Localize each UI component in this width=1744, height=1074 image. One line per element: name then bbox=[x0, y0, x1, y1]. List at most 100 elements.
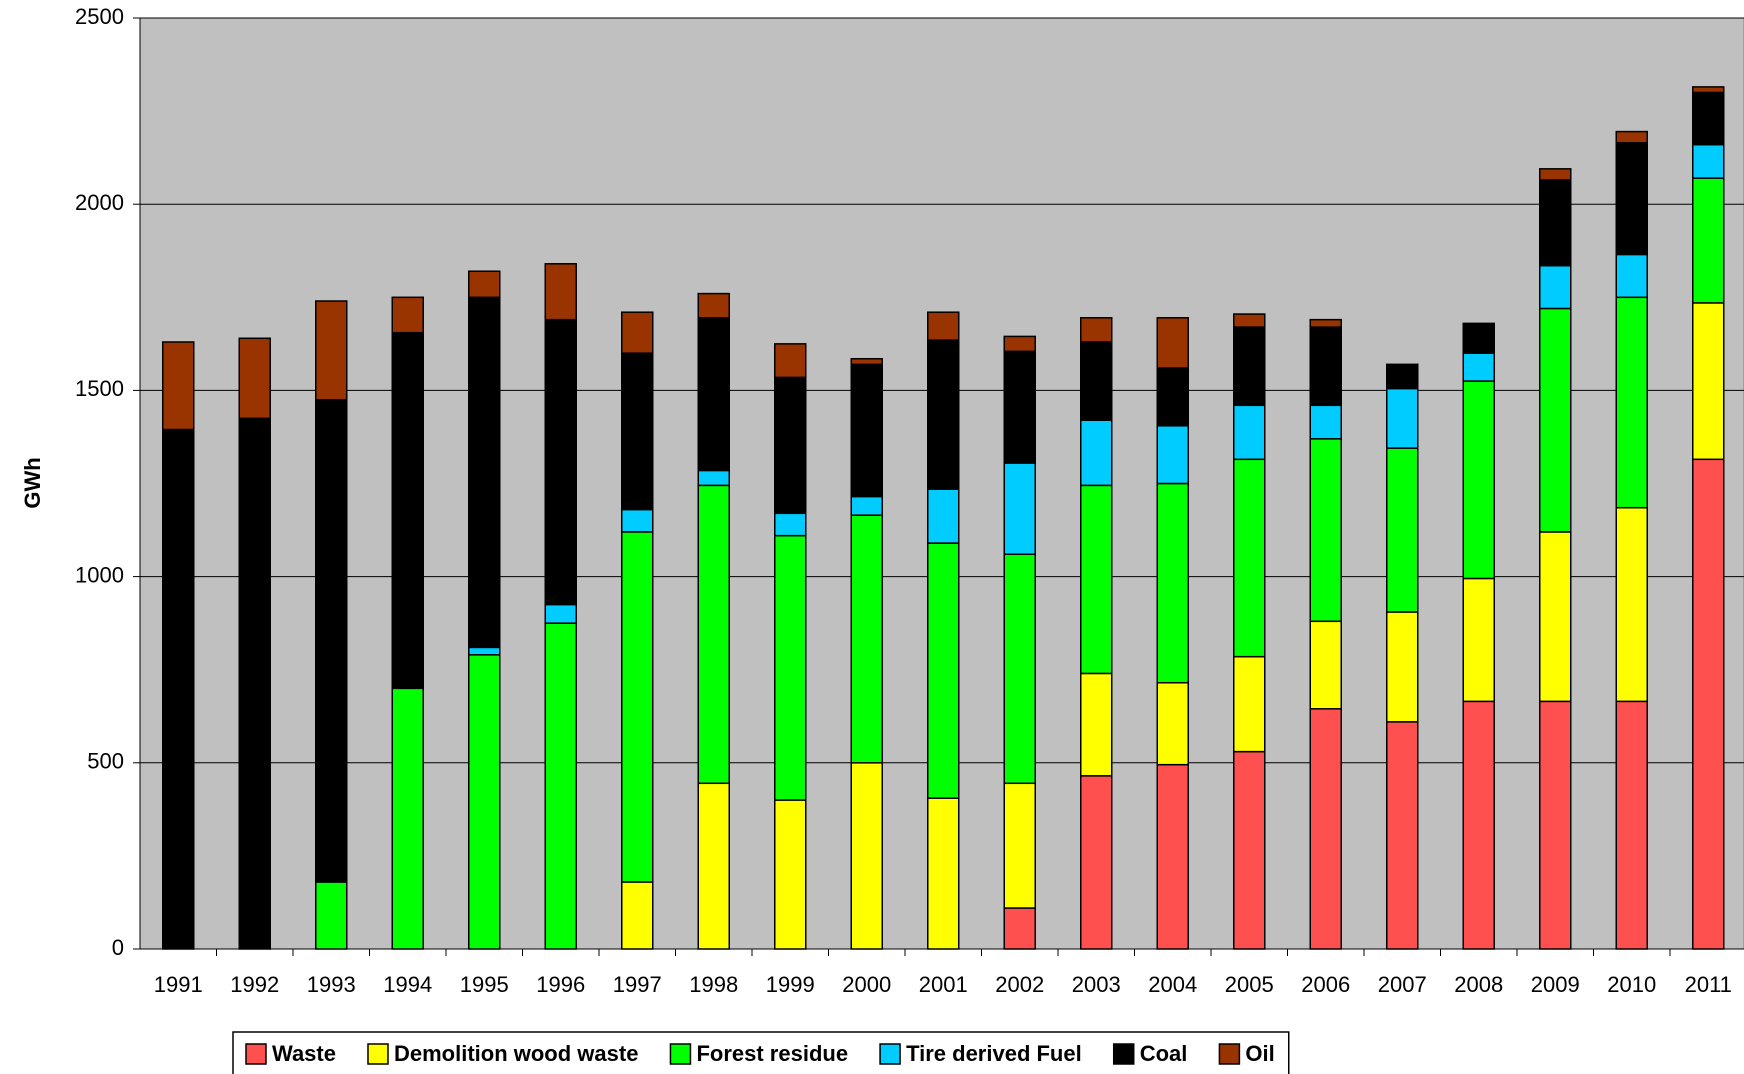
legend-label: Oil bbox=[1245, 1041, 1274, 1066]
x-tick-label: 2002 bbox=[995, 972, 1044, 997]
bar-segment bbox=[1386, 611, 1419, 723]
bar-segment bbox=[1615, 700, 1648, 950]
bar-segment bbox=[1309, 318, 1342, 328]
bar-segment bbox=[468, 646, 501, 656]
bar-segment bbox=[1539, 307, 1572, 533]
bar-segment bbox=[238, 417, 271, 950]
bar-segment bbox=[315, 881, 348, 950]
bar-segment bbox=[1692, 86, 1725, 94]
bar-segment bbox=[1080, 775, 1113, 950]
bar-segment bbox=[544, 622, 577, 950]
legend-box bbox=[232, 1031, 1290, 1074]
bar-segment bbox=[774, 512, 807, 537]
bar-segment bbox=[315, 300, 348, 401]
bar-segment bbox=[1692, 143, 1725, 179]
bar-segment bbox=[774, 376, 807, 515]
bar-segment bbox=[1080, 672, 1113, 777]
bar-segment bbox=[1156, 367, 1189, 427]
bar-segment bbox=[391, 331, 424, 690]
y-tick-label: 1000 bbox=[75, 562, 124, 587]
bar-segment bbox=[621, 352, 654, 511]
bar-segment bbox=[1233, 655, 1266, 753]
bar-segment bbox=[1003, 335, 1036, 353]
bar-segment bbox=[1309, 620, 1342, 710]
bar-segment bbox=[391, 296, 424, 334]
x-tick-label: 2004 bbox=[1148, 972, 1197, 997]
bar-segment bbox=[1233, 458, 1266, 658]
bar-segment bbox=[697, 317, 730, 472]
x-tick-label: 1992 bbox=[230, 972, 279, 997]
bar-segment bbox=[697, 469, 730, 487]
bar-segment bbox=[238, 337, 271, 420]
bar-segment bbox=[850, 357, 883, 366]
bar-segment bbox=[1539, 700, 1572, 950]
bar-segment bbox=[1156, 681, 1189, 766]
x-tick-label: 1994 bbox=[383, 972, 432, 997]
bar-segment bbox=[468, 654, 501, 950]
bar-segment bbox=[927, 339, 960, 490]
bar-segment bbox=[315, 398, 348, 883]
bar-segment bbox=[1003, 462, 1036, 556]
bar-segment bbox=[1615, 142, 1648, 256]
bar-segment bbox=[1386, 363, 1419, 390]
legend-marker bbox=[669, 1043, 692, 1065]
bar-segment bbox=[1156, 425, 1189, 485]
bar-segment bbox=[1692, 458, 1725, 950]
legend-label: Tire derived Fuel bbox=[906, 1041, 1082, 1066]
bar-segment bbox=[544, 318, 577, 606]
bar-segment bbox=[1386, 721, 1419, 950]
x-tick-label: 1996 bbox=[536, 972, 585, 997]
x-tick-label: 2010 bbox=[1607, 972, 1656, 997]
y-tick-label: 1500 bbox=[75, 376, 124, 401]
bar-segment bbox=[1003, 350, 1036, 464]
bar-segment bbox=[1080, 419, 1113, 487]
bar-segment bbox=[1080, 484, 1113, 675]
bar-segment bbox=[850, 495, 883, 516]
bar-segment bbox=[621, 881, 654, 950]
x-tick-label: 2011 bbox=[1685, 972, 1732, 997]
legend-label: Demolition wood waste bbox=[394, 1041, 638, 1066]
bar-segment bbox=[544, 603, 577, 624]
bar-segment bbox=[621, 531, 654, 883]
bar-segment bbox=[621, 311, 654, 354]
bar-segment bbox=[774, 534, 807, 801]
x-tick-label: 2007 bbox=[1378, 972, 1427, 997]
x-tick-label: 1997 bbox=[613, 972, 662, 997]
bar-segment bbox=[1080, 317, 1113, 343]
x-tick-label: 1998 bbox=[689, 972, 738, 997]
x-tick-label: 2005 bbox=[1225, 972, 1274, 997]
bar-segment bbox=[162, 428, 195, 950]
x-tick-label: 2009 bbox=[1531, 972, 1580, 997]
bar-segment bbox=[468, 270, 501, 299]
bar-segment bbox=[1692, 177, 1725, 304]
bar-segment bbox=[1233, 750, 1266, 950]
x-tick-label: 1995 bbox=[460, 972, 509, 997]
bar-segment bbox=[697, 782, 730, 950]
bar-segment bbox=[1462, 577, 1495, 703]
bar-segment bbox=[927, 488, 960, 544]
y-axis-label: GWh bbox=[20, 457, 45, 508]
bar-segment bbox=[1539, 264, 1572, 310]
legend-label: Waste bbox=[272, 1041, 336, 1066]
bar-segment bbox=[927, 542, 960, 799]
x-tick-label: 2000 bbox=[842, 972, 891, 997]
bar-segment bbox=[1003, 782, 1036, 909]
bar-segment bbox=[1462, 322, 1495, 354]
bar-segment bbox=[1156, 763, 1189, 950]
bar-segment bbox=[162, 341, 195, 431]
bar-segment bbox=[468, 296, 501, 649]
bar-segment bbox=[850, 363, 883, 498]
y-tick-label: 0 bbox=[112, 935, 124, 960]
bar-segment bbox=[1156, 317, 1189, 369]
x-tick-label: 2008 bbox=[1454, 972, 1503, 997]
bar-segment bbox=[1233, 313, 1266, 328]
bar-segment bbox=[1309, 708, 1342, 950]
bar-segment bbox=[850, 762, 883, 950]
bar-segment bbox=[774, 799, 807, 950]
bar-segment bbox=[1539, 531, 1572, 703]
legend-marker bbox=[1112, 1043, 1135, 1065]
bar-segment bbox=[697, 484, 730, 785]
bar-segment bbox=[1309, 404, 1342, 440]
bar-segment bbox=[1003, 553, 1036, 785]
